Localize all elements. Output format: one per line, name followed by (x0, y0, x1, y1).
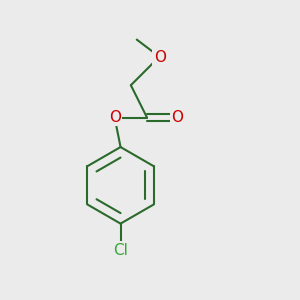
Text: O: O (154, 50, 166, 65)
Text: O: O (171, 110, 183, 125)
Text: Cl: Cl (113, 243, 128, 258)
Text: O: O (109, 110, 121, 125)
